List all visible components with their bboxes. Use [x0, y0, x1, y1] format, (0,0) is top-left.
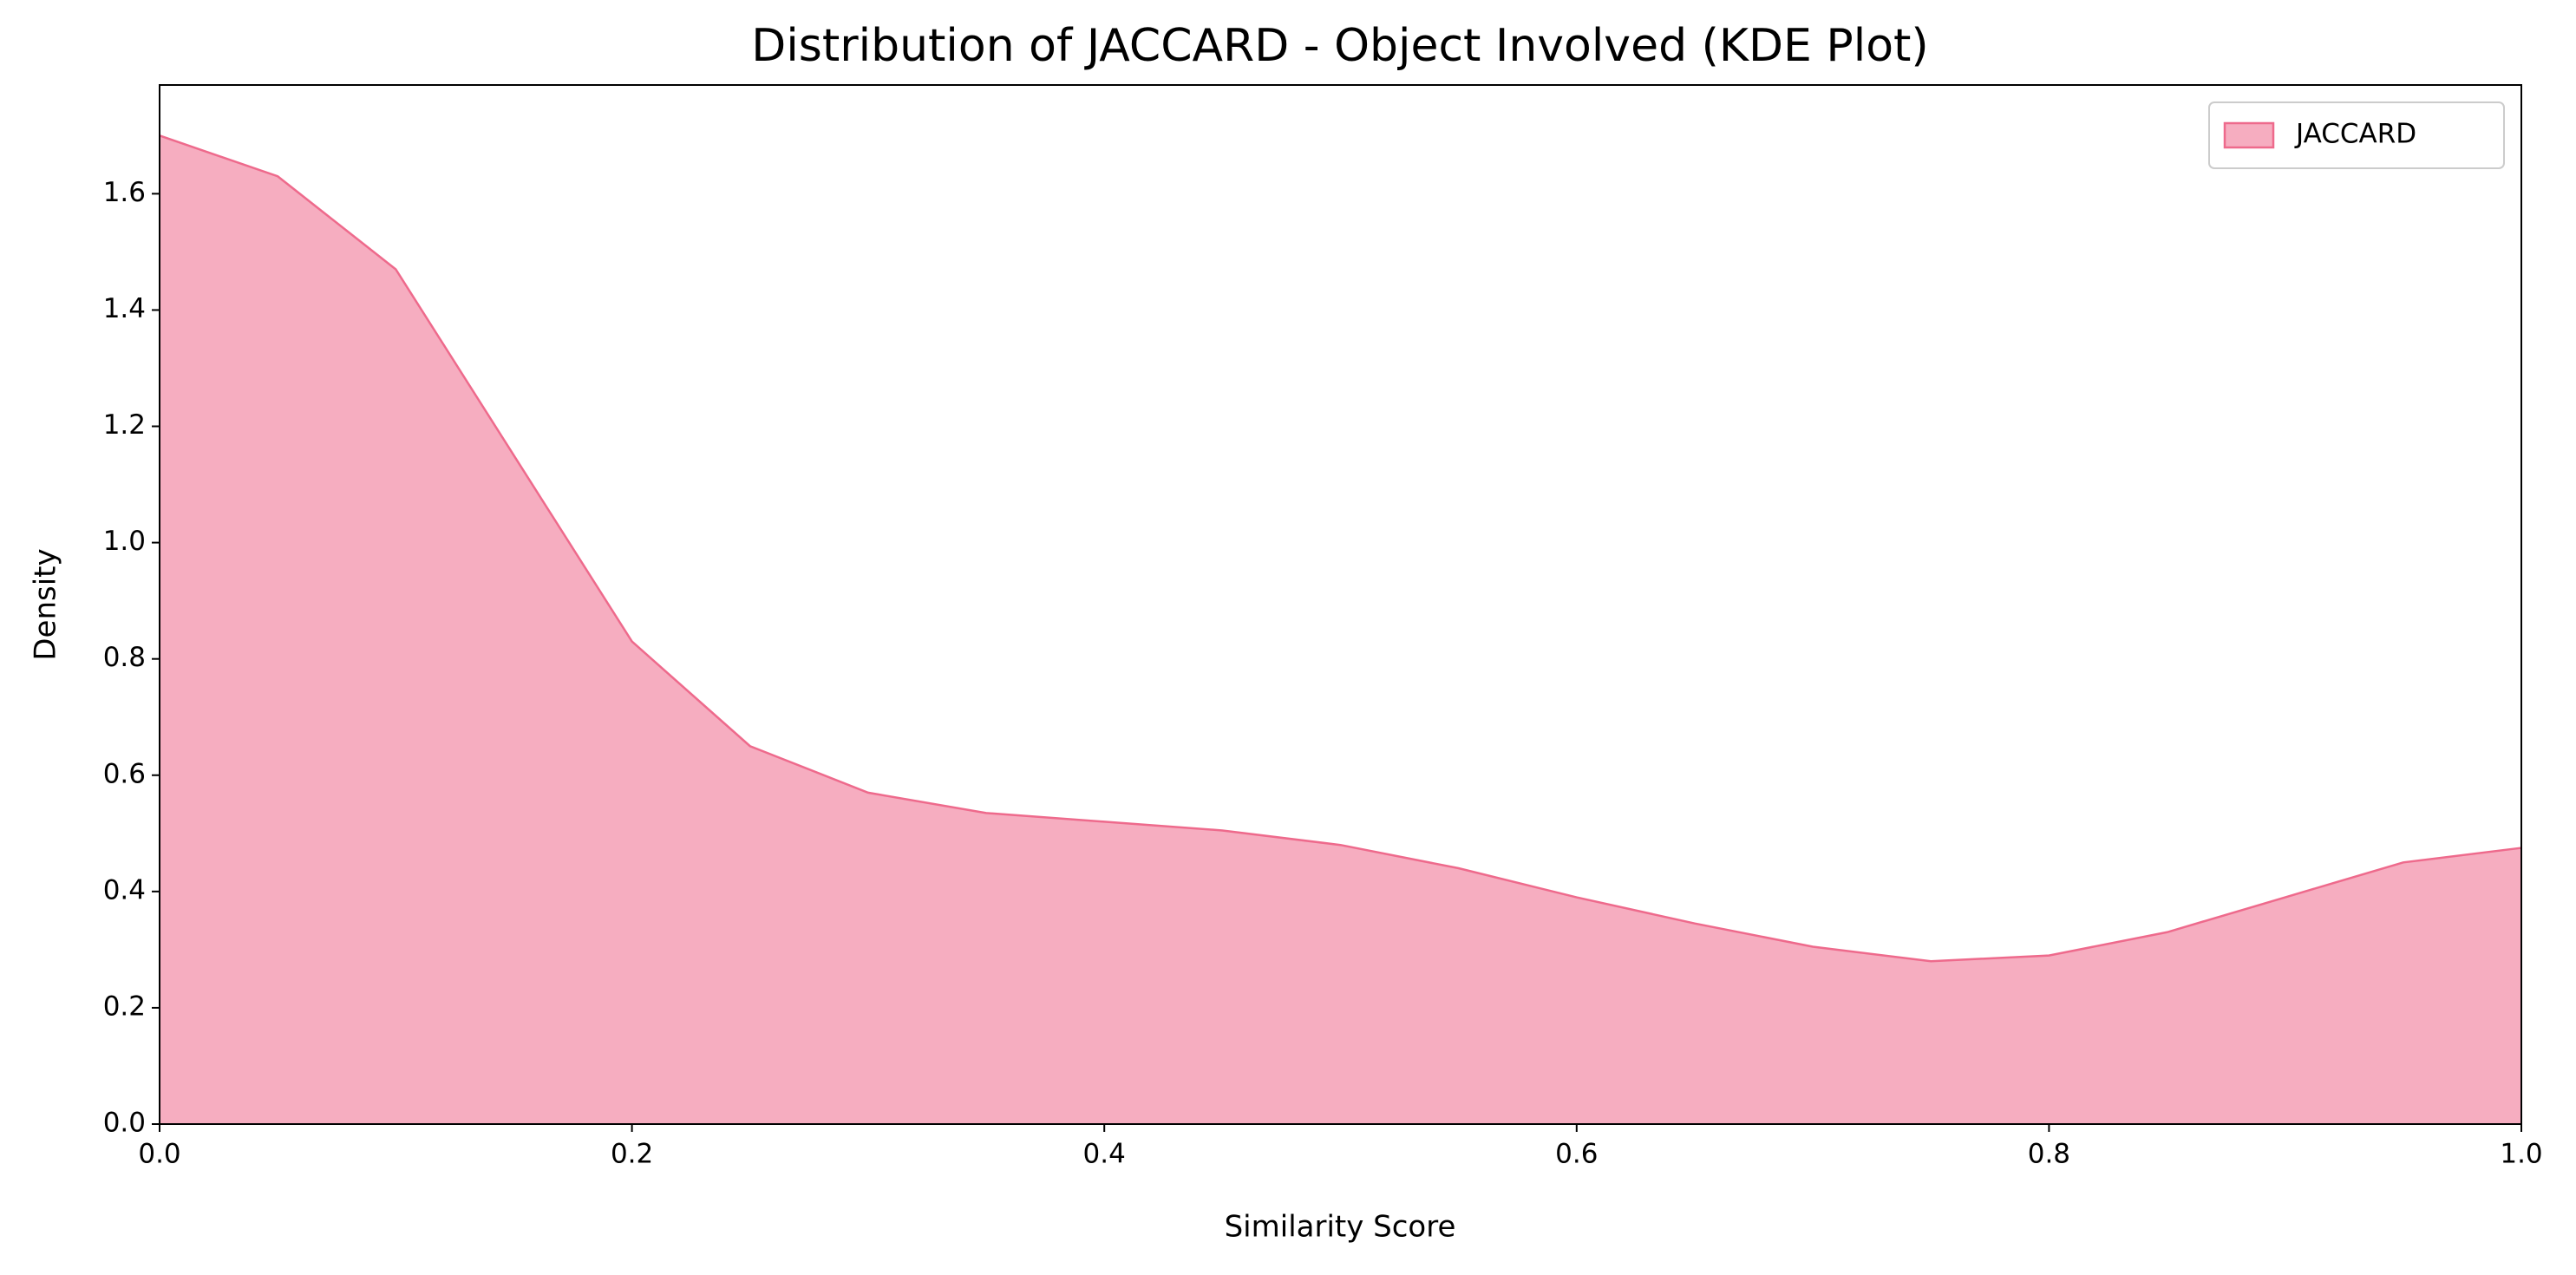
x-tick-label: 0.0: [138, 1139, 180, 1170]
x-tick-label: 0.2: [611, 1139, 653, 1170]
legend-swatch: [2223, 121, 2275, 149]
x-tick-label: 0.4: [1083, 1139, 1126, 1170]
x-tick-label: 0.6: [1555, 1139, 1598, 1170]
area-line: [159, 134, 2522, 963]
chart-title: Distribution of JACCARD - Object Involve…: [751, 20, 1928, 72]
y-tick-label: 0.8: [103, 642, 146, 673]
y-tick-label: 1.4: [103, 293, 146, 324]
y-tick-label: 1.0: [103, 526, 146, 557]
x-tick-label: 0.8: [2028, 1139, 2070, 1170]
legend-box: [2208, 101, 2505, 169]
y-tick-label: 1.2: [103, 409, 146, 441]
y-axis-label: Density: [29, 548, 63, 660]
y-tick-label: 1.6: [103, 177, 146, 208]
x-tick-label: 1.0: [2500, 1139, 2542, 1170]
y-tick-label: 0.0: [103, 1108, 146, 1139]
legend-label: JACCARD: [2294, 119, 2416, 150]
x-axis-label: Similarity Score: [1225, 1210, 1456, 1245]
legend: JACCARD: [2208, 101, 2505, 169]
plot-frame: [159, 84, 2522, 1125]
y-tick-label: 0.6: [103, 758, 146, 789]
y-tick-label: 0.2: [103, 991, 146, 1022]
y-tick-label: 0.4: [103, 874, 146, 906]
area-fill: [160, 135, 2521, 1124]
